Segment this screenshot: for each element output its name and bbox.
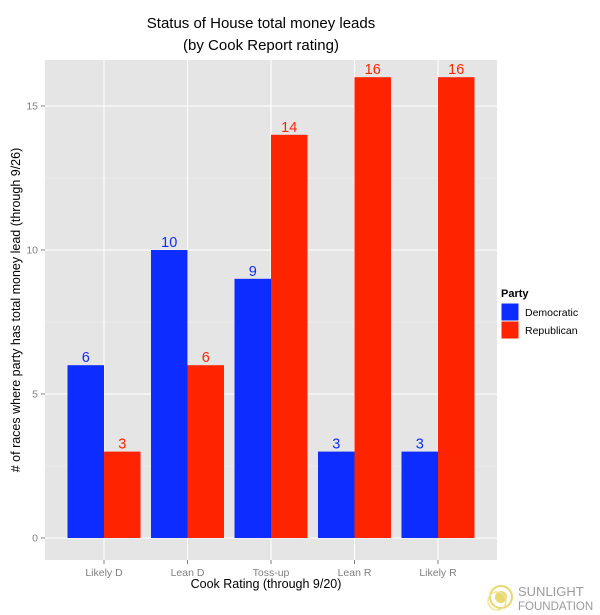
x-tick-label: Likely D [85,567,123,579]
legend-swatch-republican [500,320,520,340]
bar-democratic [151,250,188,538]
x-axis-ticks: Likely D Lean D Toss-up Lean R Likely R [85,560,457,579]
legend-label-republican: Republican [525,325,578,337]
x-tick-label: Likely R [419,567,457,579]
data-label-democratic: 9 [249,264,257,280]
x-tick-label: Lean R [338,567,372,579]
legend-swatch-democratic [500,302,520,322]
y-tick-label: 5 [32,389,38,401]
legend-label-democratic: Democratic [525,307,578,319]
y-tick-label: 0 [32,533,38,545]
data-label-democratic: 3 [332,437,340,453]
bar-democratic [318,451,355,538]
sun-icon [487,585,513,611]
y-axis-title: # of races where party has total money l… [9,148,23,473]
data-label-democratic: 10 [161,235,177,251]
data-label-republican: 6 [202,350,210,366]
x-axis-title: Cook Rating (through 9/20) [191,577,342,591]
x-tick-label: Toss-up [253,567,290,579]
bar-republican [354,77,391,538]
logo-line-2: FOUNDATION [518,601,593,613]
legend: Party Democratic Republican [500,288,578,340]
bar-republican [438,77,475,538]
data-label-republican: 16 [365,62,381,78]
y-tick-label: 15 [26,101,38,113]
y-axis-ticks: 0 5 10 15 [26,101,45,545]
chart-title: Status of House total money leads [147,15,375,32]
chart-subtitle: (by Cook Report rating) [183,37,339,54]
data-label-republican: 16 [448,62,464,78]
bar-democratic [234,278,271,538]
bar-republican [187,365,224,538]
y-tick-label: 10 [26,245,38,257]
bars [67,77,475,539]
bar-republican [104,451,141,538]
bar-democratic [401,451,438,538]
data-labels: 6 10 9 3 3 3 6 14 16 16 [82,62,465,452]
bar-republican [271,134,308,539]
bar-democratic [67,365,104,538]
data-label-republican: 3 [118,437,126,453]
data-label-republican: 14 [281,120,297,136]
logo-line-1: SUNLIGHT [518,584,584,599]
x-tick-label: Lean D [171,567,205,579]
legend-title: Party [501,288,529,300]
data-label-democratic: 3 [416,437,424,453]
data-label-democratic: 6 [82,350,90,366]
sunlight-logo: SUNLIGHT FOUNDATION [487,584,593,613]
